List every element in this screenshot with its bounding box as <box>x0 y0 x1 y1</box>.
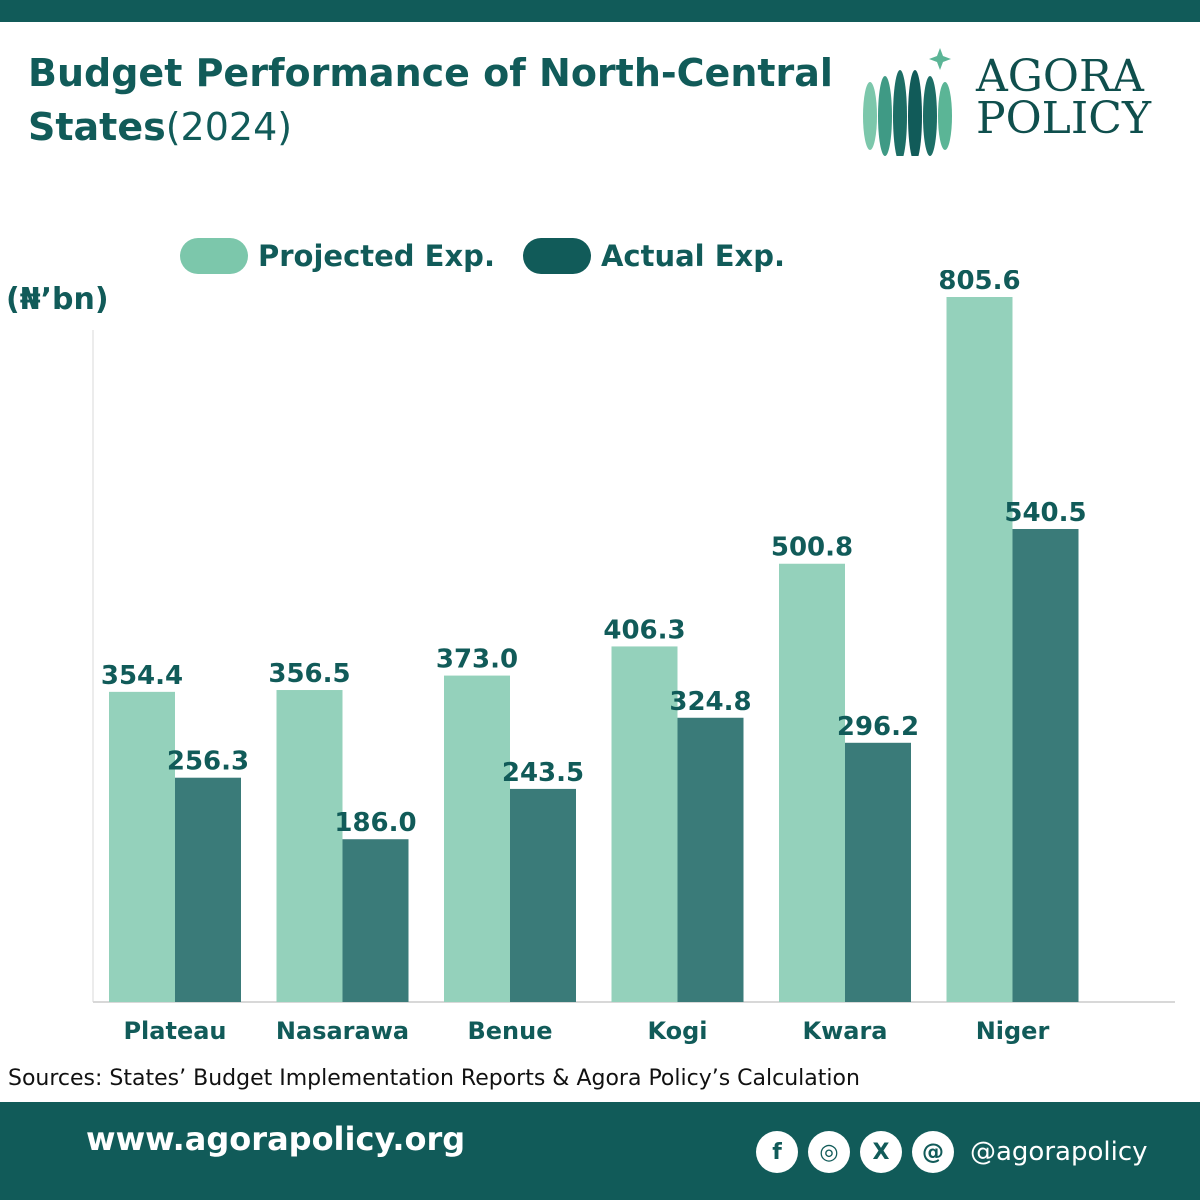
bar-projected-plateau <box>109 691 175 1002</box>
bar-actual-nasarawa <box>342 839 409 1002</box>
data-label-projected-kwara: 500.8 <box>771 533 853 563</box>
bar-actual-plateau <box>175 777 241 1002</box>
data-label-actual-kwara: 296.2 <box>837 712 919 742</box>
instagram-icon[interactable]: ◎ <box>808 1131 850 1173</box>
legend-swatch-actual <box>522 238 591 274</box>
legend-item-projected: Projected Exp. <box>180 238 495 274</box>
logo-line-2: POLICY <box>976 93 1151 144</box>
data-label-actual-benue: 243.5 <box>502 758 584 788</box>
title-main: Budget Performance of North-Central Stat… <box>28 51 833 149</box>
data-label-projected-benue: 373.0 <box>436 645 518 675</box>
top-bar <box>0 0 1200 22</box>
bar-actual-kogi <box>677 717 744 1002</box>
x-tick-label-kogi: Kogi <box>647 1017 707 1045</box>
data-label-actual-kogi: 324.8 <box>669 687 751 717</box>
bar-chart: 354.4 256.3 Plateau 356.5 186.0 Nasarawa 373.0… <box>92 270 1175 1045</box>
bar-actual-benue <box>510 788 576 1002</box>
website-link[interactable]: www.agorapolicy.org <box>86 1120 466 1158</box>
data-label-projected-plateau: 354.4 <box>101 661 183 691</box>
data-label-actual-plateau: 256.3 <box>167 747 249 777</box>
bar-projected-kogi <box>611 646 678 1002</box>
bar-projected-nasarawa <box>276 690 343 1002</box>
bar-actual-niger <box>1012 528 1079 1002</box>
bar-projected-benue <box>444 675 510 1002</box>
social-handle[interactable]: @agorapolicy <box>970 1137 1148 1167</box>
bar-projected-kwara <box>779 563 845 1002</box>
legend-item-actual: Actual Exp. <box>522 238 786 274</box>
legend-label-actual: Actual Exp. <box>600 239 786 273</box>
x-tick-label-benue: Benue <box>467 1017 552 1045</box>
logo: AGORA POLICY <box>858 44 1158 162</box>
legend-swatch-projected <box>180 238 248 274</box>
chart-legend: Projected Exp. Actual Exp. <box>180 234 813 278</box>
bar-projected-niger <box>946 297 1013 1002</box>
x-tick-label-plateau: Plateau <box>123 1017 226 1045</box>
y-axis-unit-label: (₦’bn) <box>6 282 109 317</box>
logo-mark-icon <box>863 48 952 162</box>
footer-bar <box>0 1102 1200 1200</box>
x-tick-label-niger: Niger <box>976 1017 1050 1045</box>
data-label-actual-niger: 540.5 <box>1004 498 1086 528</box>
legend-label-projected: Projected Exp. <box>258 239 495 273</box>
data-label-projected-niger: 805.6 <box>938 270 1020 296</box>
page-title: Budget Performance of North-Central Stat… <box>28 46 858 154</box>
data-label-actual-nasarawa: 186.0 <box>334 808 416 838</box>
source-note: Sources: States’ Budget Implementation R… <box>8 1066 860 1091</box>
data-label-projected-nasarawa: 356.5 <box>268 659 350 689</box>
title-year: (2024) <box>165 105 293 149</box>
logo-line-1: AGORA <box>976 51 1144 102</box>
data-label-projected-kogi: 406.3 <box>603 615 685 645</box>
x-tick-label-nasarawa: Nasarawa <box>276 1017 409 1045</box>
x-tick-label-kwara: Kwara <box>803 1017 888 1045</box>
social-links: f ◎ X @ @agorapolicy <box>756 1131 1148 1173</box>
bar-actual-kwara <box>845 742 911 1002</box>
threads-icon[interactable]: @ <box>912 1131 954 1173</box>
facebook-icon[interactable]: f <box>756 1131 798 1173</box>
logo-text: AGORA POLICY <box>976 51 1151 144</box>
x-icon[interactable]: X <box>860 1131 902 1173</box>
